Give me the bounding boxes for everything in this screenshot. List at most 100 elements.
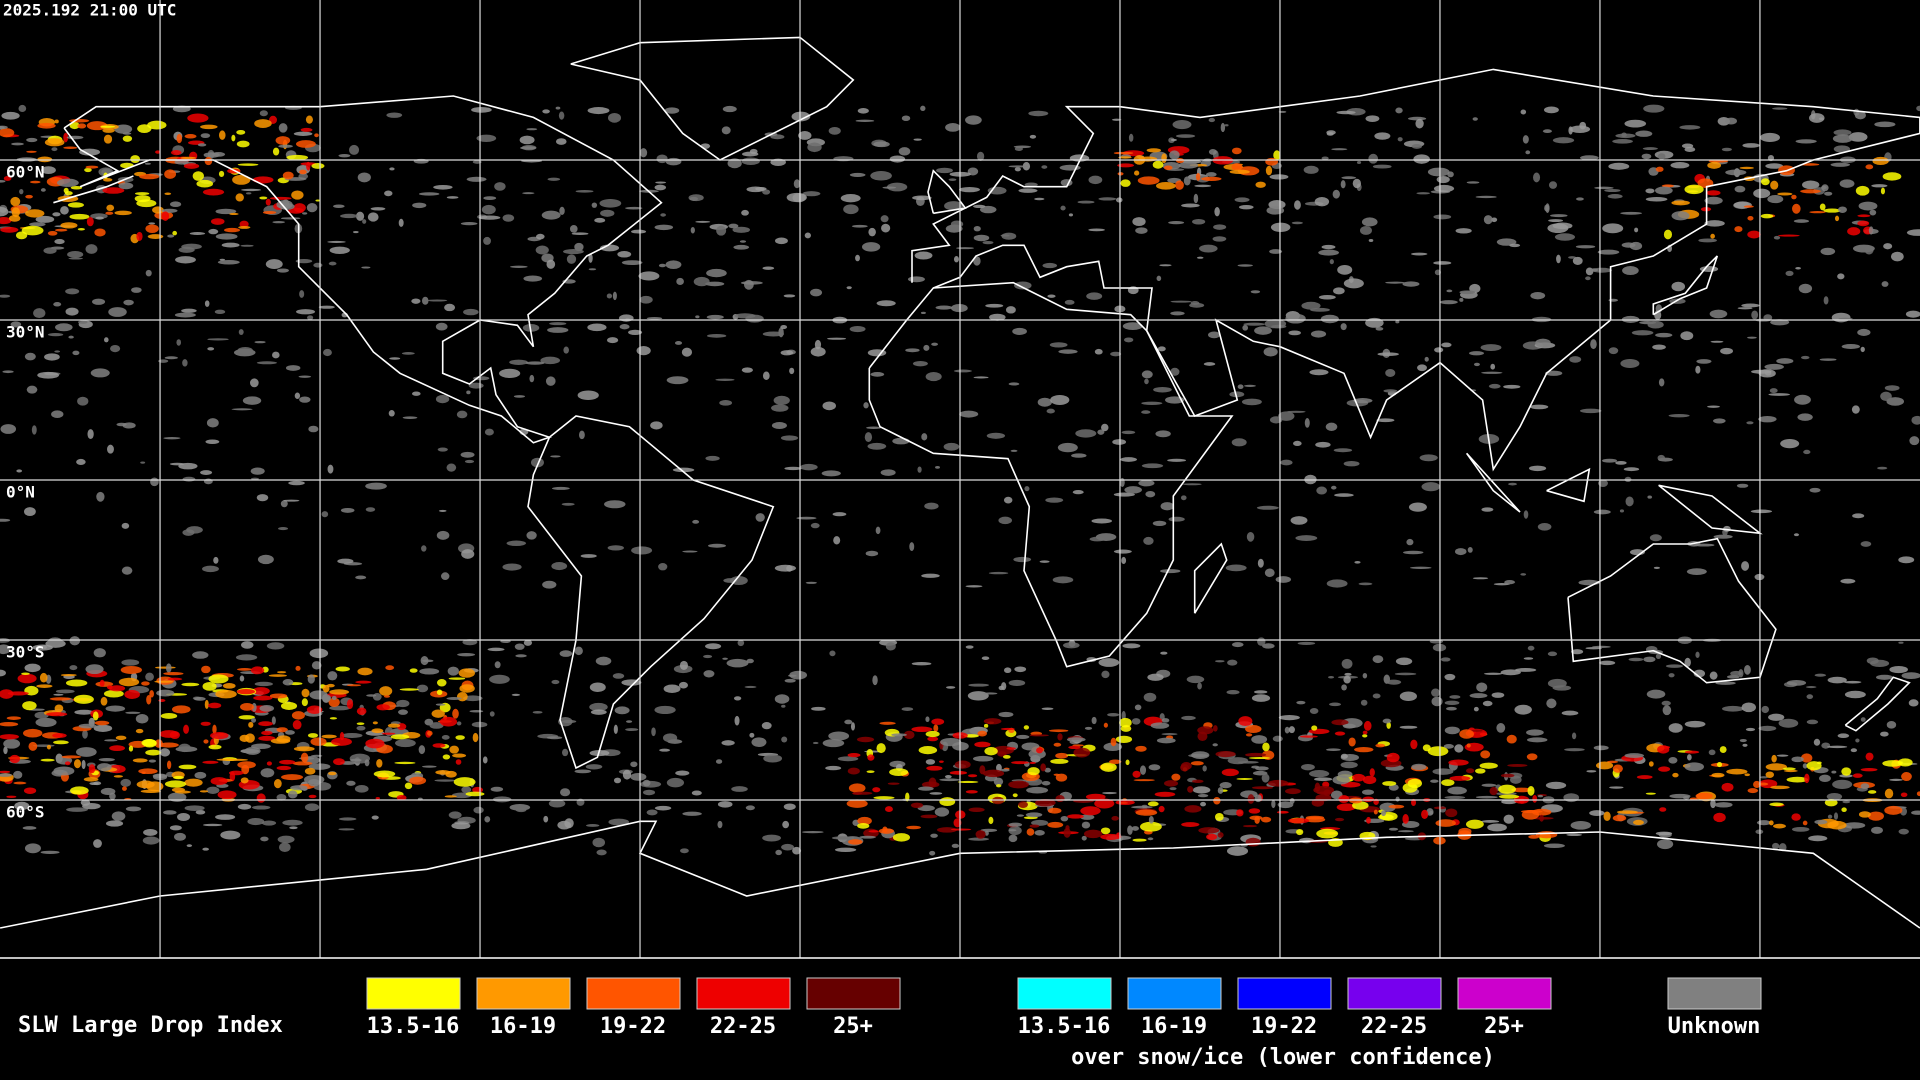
cloud-pixel — [93, 648, 106, 658]
cloud-pixel — [304, 767, 316, 775]
cloud-pixel — [31, 425, 37, 435]
cloud-pixel — [1514, 668, 1537, 672]
cloud-pixel — [125, 806, 142, 812]
cloud-pixel — [786, 192, 807, 203]
cloud-pixel — [1884, 788, 1894, 799]
cloud-pixel — [1248, 808, 1261, 814]
cloud-pixel — [1830, 162, 1850, 167]
cloud-pixel — [181, 682, 200, 687]
cloud-pixel — [734, 313, 756, 319]
cloud-pixel — [292, 719, 302, 730]
cloud-pixel — [1141, 401, 1163, 405]
cloud-pixel — [1449, 695, 1461, 699]
cloud-pixel — [1449, 775, 1471, 781]
cloud-pixel — [152, 206, 164, 214]
cloud-pixel — [202, 847, 209, 851]
cloud-pixel — [727, 158, 742, 169]
cloud-pixel — [256, 361, 278, 365]
cloud-pixel — [1759, 776, 1768, 779]
cloud-pixel — [563, 346, 569, 354]
cloud-pixel — [1141, 410, 1151, 414]
cloud-pixel — [917, 466, 922, 473]
cloud-pixel — [882, 186, 897, 189]
cloud-pixel — [281, 774, 303, 781]
cloud-pixel — [1819, 774, 1831, 783]
cloud-pixel — [1094, 348, 1103, 355]
cloud-pixel — [868, 830, 879, 833]
cloud-pixel — [483, 196, 497, 200]
cloud-pixel — [1072, 489, 1084, 495]
cloud-pixel — [372, 721, 378, 725]
cloud-pixel — [379, 686, 393, 696]
coastline — [1844, 676, 1911, 732]
cloud-pixel — [912, 195, 932, 201]
cloud-pixel — [733, 696, 742, 701]
cloud-pixel — [1670, 162, 1690, 169]
cloud-pixel — [1047, 807, 1062, 814]
cloud-pixel — [1180, 764, 1190, 772]
cloud-pixel — [1046, 408, 1055, 414]
cloud-pixel — [771, 422, 787, 429]
cloud-pixel — [69, 213, 90, 220]
cloud-pixel — [646, 316, 663, 320]
cloud-pixel — [935, 305, 953, 310]
cloud-pixel — [1500, 773, 1515, 778]
cloud-pixel — [206, 418, 219, 428]
cloud-pixel — [1213, 224, 1227, 230]
cloud-pixel — [1844, 690, 1866, 699]
cloud-pixel — [77, 123, 87, 129]
cloud-pixel — [462, 639, 478, 646]
cloud-pixel — [105, 705, 126, 712]
cloud-pixel — [1527, 785, 1535, 796]
cloud-pixel — [1602, 223, 1624, 234]
cloud-pixel — [1121, 556, 1127, 564]
cloud-pixel — [1655, 831, 1673, 836]
cloud-pixel — [1905, 310, 1920, 318]
cloud-pixel — [1744, 773, 1750, 777]
cloud-pixel — [1714, 802, 1733, 808]
cloud-pixel — [235, 654, 258, 661]
cloud-pixel — [53, 302, 62, 307]
cloud-pixel — [1684, 657, 1691, 667]
cloud-pixel — [65, 288, 80, 295]
cloud-pixel — [540, 356, 561, 365]
cloud-pixel — [268, 674, 287, 677]
cloud-pixel — [822, 739, 845, 748]
cloud-pixel — [384, 190, 393, 197]
cloud-pixel — [100, 696, 108, 706]
cloud-pixel — [885, 642, 896, 651]
cloud-pixel — [852, 791, 873, 795]
cloud-pixel — [472, 160, 482, 164]
cloud-pixel — [1772, 107, 1788, 110]
cloud-pixel — [299, 169, 307, 175]
cloud-pixel — [654, 224, 674, 231]
cloud-pixel — [1447, 171, 1454, 178]
cloud-pixel — [250, 666, 265, 675]
cloud-pixel — [1480, 344, 1502, 351]
cloud-pixel — [1301, 301, 1321, 310]
cloud-pixel — [892, 833, 910, 842]
cloud-pixel — [291, 711, 305, 720]
cloud-pixel — [456, 410, 468, 419]
cloud-pixel — [1301, 763, 1315, 771]
cloud-pixel — [121, 522, 130, 529]
cloud-pixel — [273, 779, 282, 789]
cloud-pixel — [1361, 789, 1374, 795]
coastline — [1193, 542, 1228, 614]
cloud-pixel — [1662, 705, 1672, 716]
cloud-pixel — [1615, 460, 1627, 465]
cloud-pixel — [37, 371, 60, 379]
cloud-pixel — [1023, 725, 1030, 730]
cloud-pixel — [722, 105, 737, 113]
cloud-pixel — [526, 128, 538, 131]
cloud-pixel — [1552, 222, 1573, 230]
cloud-pixel — [30, 180, 41, 184]
cloud-pixel — [1554, 233, 1576, 241]
cloud-pixel — [691, 790, 702, 796]
cloud-pixel — [1458, 827, 1472, 836]
cloud-pixel — [125, 711, 141, 714]
cloud-pixel — [1237, 384, 1244, 390]
cloud-pixel — [250, 477, 260, 480]
cloud-pixel — [511, 693, 521, 696]
cloud-pixel — [1441, 342, 1452, 348]
